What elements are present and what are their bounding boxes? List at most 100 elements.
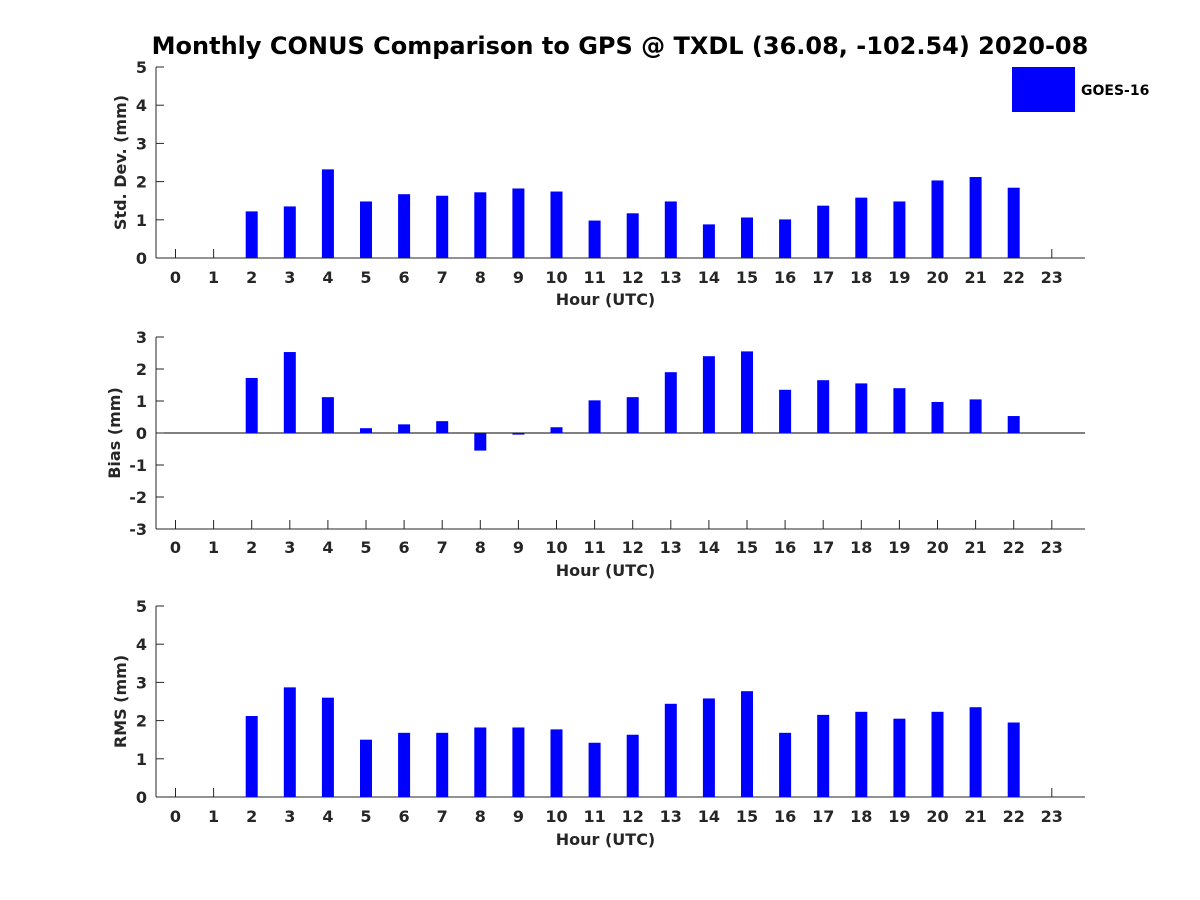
bar-hour-18 (855, 711, 868, 797)
x-tick-label: 8 (475, 538, 486, 557)
x-tick-label: 11 (583, 268, 605, 287)
bar-hour-11 (588, 742, 601, 797)
x-tick-label: 0 (170, 268, 181, 287)
bar-hour-3 (283, 687, 296, 797)
x-tick-label: 15 (736, 268, 758, 287)
x-axis-label: Hour (UTC) (556, 830, 656, 849)
bar-hour-13 (664, 372, 677, 433)
x-tick-label: 5 (360, 807, 371, 826)
y-tick-label: 2 (136, 173, 147, 192)
x-tick-label: 3 (284, 268, 295, 287)
x-tick-label: 11 (583, 538, 605, 557)
x-tick-label: 4 (322, 807, 333, 826)
bar-hour-17 (817, 380, 830, 433)
x-tick-label: 6 (399, 268, 410, 287)
x-tick-label: 7 (437, 807, 448, 826)
y-tick-label: 2 (136, 712, 147, 731)
bar-hour-4 (321, 397, 334, 433)
x-tick-label: 17 (812, 268, 834, 287)
bar-hour-3 (283, 352, 296, 433)
bar-hour-22 (1007, 416, 1020, 433)
y-tick-label: 0 (136, 788, 147, 807)
x-tick-label: 13 (660, 268, 682, 287)
x-tick-label: 0 (170, 538, 181, 557)
x-tick-label: 10 (545, 538, 567, 557)
x-tick-label: 17 (812, 538, 834, 557)
bar-hour-19 (893, 718, 906, 797)
bar-hour-15 (741, 351, 753, 433)
legend-label: GOES-16 (1081, 83, 1149, 99)
x-tick-label: 13 (660, 807, 682, 826)
bar-hour-10 (550, 427, 563, 433)
bar-hour-8 (474, 433, 487, 451)
x-tick-label: 12 (622, 268, 644, 287)
bar-hour-5 (360, 739, 372, 797)
bar-hour-2 (245, 377, 258, 433)
bar-hour-2 (245, 716, 258, 797)
x-tick-label: 17 (812, 807, 834, 826)
y-tick-label: 0 (136, 424, 147, 443)
bar-hour-12 (626, 397, 639, 433)
x-tick-label: 21 (964, 807, 986, 826)
x-tick-label: 18 (850, 538, 872, 557)
x-tick-label: 23 (1041, 807, 1063, 826)
x-tick-label: 14 (698, 538, 720, 557)
bar-hour-3 (283, 206, 296, 258)
y-tick-label: -1 (129, 456, 147, 475)
bar-hour-6 (398, 194, 411, 258)
bar-hour-15 (741, 691, 753, 797)
x-tick-label: 18 (850, 807, 872, 826)
x-tick-label: 8 (475, 268, 486, 287)
bar-hour-14 (702, 356, 715, 433)
bar-hour-14 (702, 224, 715, 258)
bar-hour-9 (512, 433, 525, 435)
y-axis-label: Bias (mm) (105, 387, 124, 479)
bar-hour-22 (1007, 722, 1020, 797)
x-tick-label: 19 (888, 538, 910, 557)
x-tick-label: 2 (246, 538, 257, 557)
x-tick-label: 1 (208, 807, 219, 826)
y-tick-label: -2 (129, 488, 147, 507)
x-tick-label: 7 (437, 538, 448, 557)
x-tick-label: 10 (545, 268, 567, 287)
bar-hour-6 (398, 732, 411, 797)
bar-hour-10 (550, 191, 563, 258)
bar-hour-11 (588, 400, 601, 433)
x-tick-label: 22 (1003, 538, 1025, 557)
x-tick-label: 9 (513, 538, 524, 557)
y-tick-label: 3 (136, 673, 147, 692)
y-tick-label: 3 (136, 134, 147, 153)
y-tick-label: 0 (136, 249, 147, 268)
x-tick-label: 3 (284, 538, 295, 557)
bar-hour-19 (893, 201, 906, 258)
bar-hour-4 (321, 169, 334, 258)
y-tick-label: 5 (136, 597, 147, 616)
bar-hour-8 (474, 727, 487, 797)
x-tick-label: 5 (360, 538, 371, 557)
bar-hour-7 (436, 195, 449, 258)
bar-hour-13 (664, 201, 677, 258)
bar-hour-21 (969, 707, 982, 797)
bar-hour-20 (931, 180, 944, 258)
x-tick-label: 23 (1041, 268, 1063, 287)
x-tick-label: 23 (1041, 538, 1063, 557)
bar-hour-20 (931, 711, 944, 797)
x-tick-label: 7 (437, 268, 448, 287)
x-tick-label: 12 (622, 538, 644, 557)
x-tick-label: 5 (360, 268, 371, 287)
x-tick-label: 1 (208, 538, 219, 557)
x-tick-label: 12 (622, 807, 644, 826)
bar-hour-8 (474, 192, 487, 258)
bar-hour-18 (855, 383, 868, 433)
x-tick-label: 18 (850, 268, 872, 287)
bar-hour-7 (436, 732, 449, 797)
x-tick-label: 19 (888, 268, 910, 287)
bar-hour-16 (779, 389, 792, 433)
x-tick-label: 3 (284, 807, 295, 826)
bar-hour-21 (969, 177, 982, 258)
bar-hour-5 (360, 201, 372, 258)
